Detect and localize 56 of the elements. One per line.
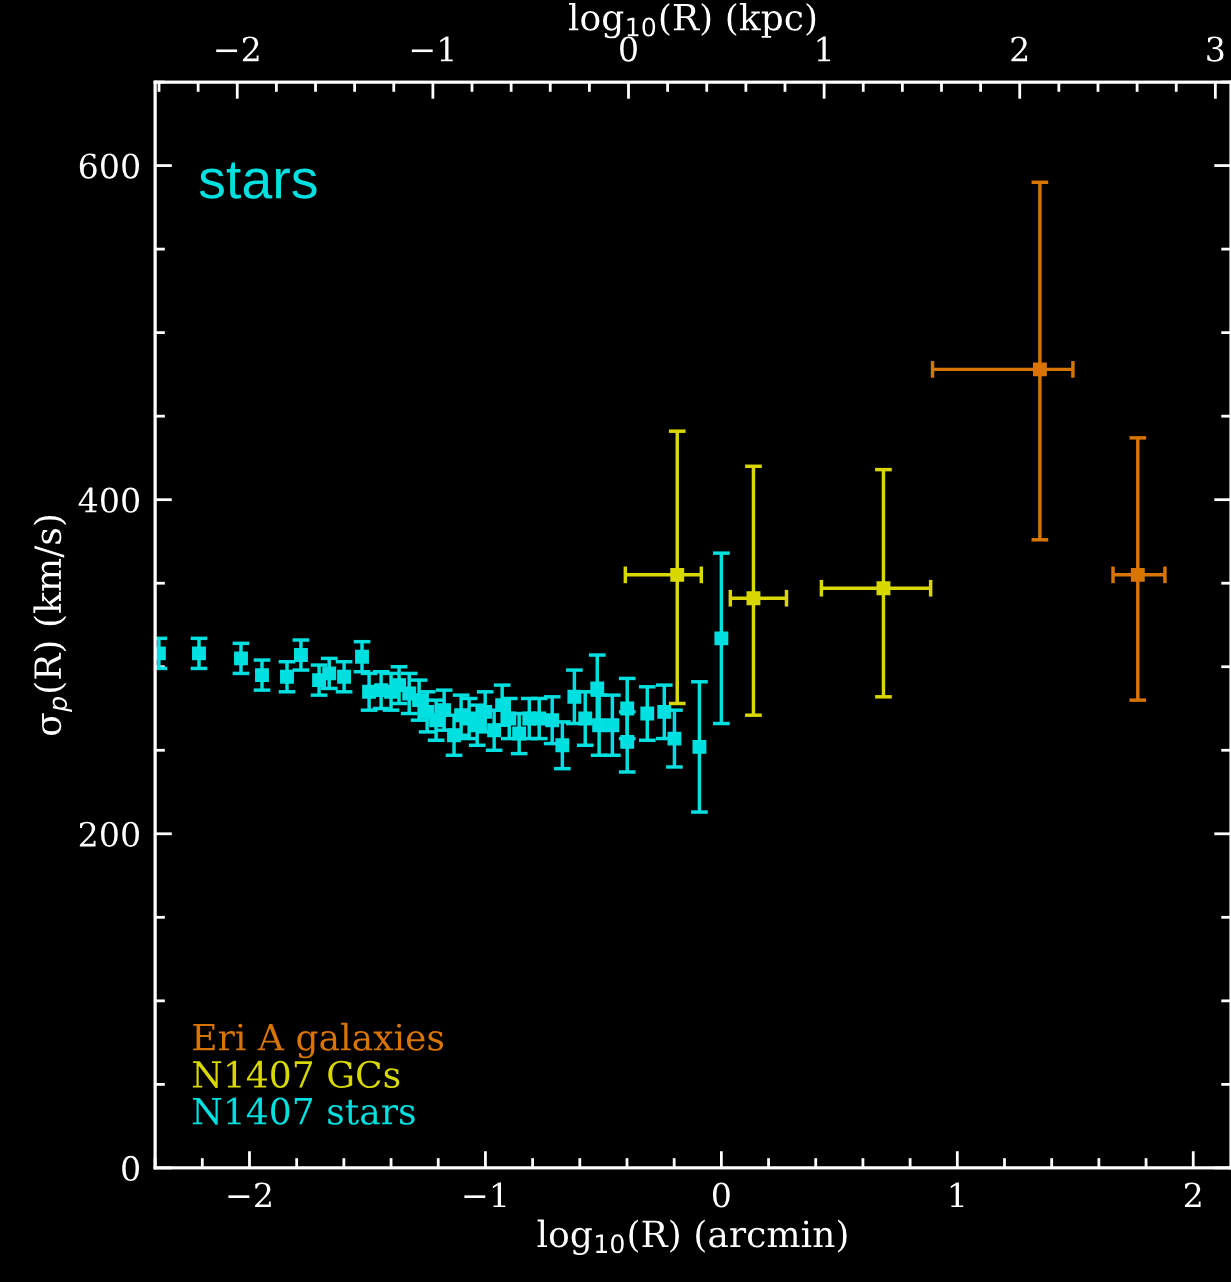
point — [322, 666, 337, 681]
point — [605, 718, 620, 733]
point — [355, 649, 369, 664]
point — [392, 678, 407, 693]
x2-tick-label: −1 — [411, 36, 453, 62]
point — [1032, 362, 1047, 377]
annotation: stars — [199, 162, 317, 199]
y-tick-label: 200 — [79, 821, 139, 847]
point — [293, 648, 308, 662]
point — [592, 718, 607, 733]
y-tick-label: 600 — [79, 153, 139, 179]
point — [495, 698, 510, 713]
point — [502, 711, 517, 726]
point — [692, 739, 707, 754]
text: Eri A galaxies — [193, 1022, 444, 1059]
y-axis-title: σ$_{p}$(R) (km/s) — [33, 515, 73, 736]
point — [640, 706, 655, 721]
y-tick-label: 400 — [78, 487, 139, 513]
point — [280, 669, 294, 684]
x-tick-label: 2 — [1184, 1182, 1201, 1208]
x-axis-title: log$_{10}$(R) (arcmin) — [537, 1219, 847, 1256]
point — [512, 726, 527, 741]
point — [447, 728, 461, 743]
point — [670, 567, 685, 582]
point — [255, 668, 269, 683]
point — [667, 731, 682, 746]
y-tick-label: 0 — [122, 1155, 139, 1182]
point — [192, 646, 206, 661]
point — [1130, 567, 1145, 582]
point — [412, 693, 427, 708]
point — [337, 669, 352, 684]
x-tick-label: −1 — [464, 1182, 506, 1208]
x-tick-label: 1 — [950, 1182, 964, 1208]
point — [487, 723, 502, 738]
point — [470, 718, 485, 733]
x2-tick-label: 1 — [817, 36, 830, 62]
point — [545, 713, 560, 728]
point — [714, 631, 729, 646]
x-tick-label: −2 — [228, 1182, 271, 1208]
point — [578, 711, 593, 726]
point — [478, 704, 493, 719]
point — [876, 581, 891, 596]
x-tick-label: 0 — [712, 1182, 730, 1208]
point — [657, 704, 672, 719]
point — [620, 701, 635, 716]
x2-tick-label: 3 — [1207, 36, 1224, 62]
point — [437, 703, 452, 718]
text: N1407 GCs — [192, 1060, 400, 1089]
x2-tick-label: −2 — [216, 36, 259, 62]
point — [234, 651, 248, 666]
text: N1407 stars — [192, 1097, 415, 1125]
point — [746, 591, 761, 606]
point — [567, 689, 582, 704]
x2-tick-label: 2 — [1011, 36, 1028, 62]
point — [362, 684, 377, 699]
point — [555, 738, 570, 753]
